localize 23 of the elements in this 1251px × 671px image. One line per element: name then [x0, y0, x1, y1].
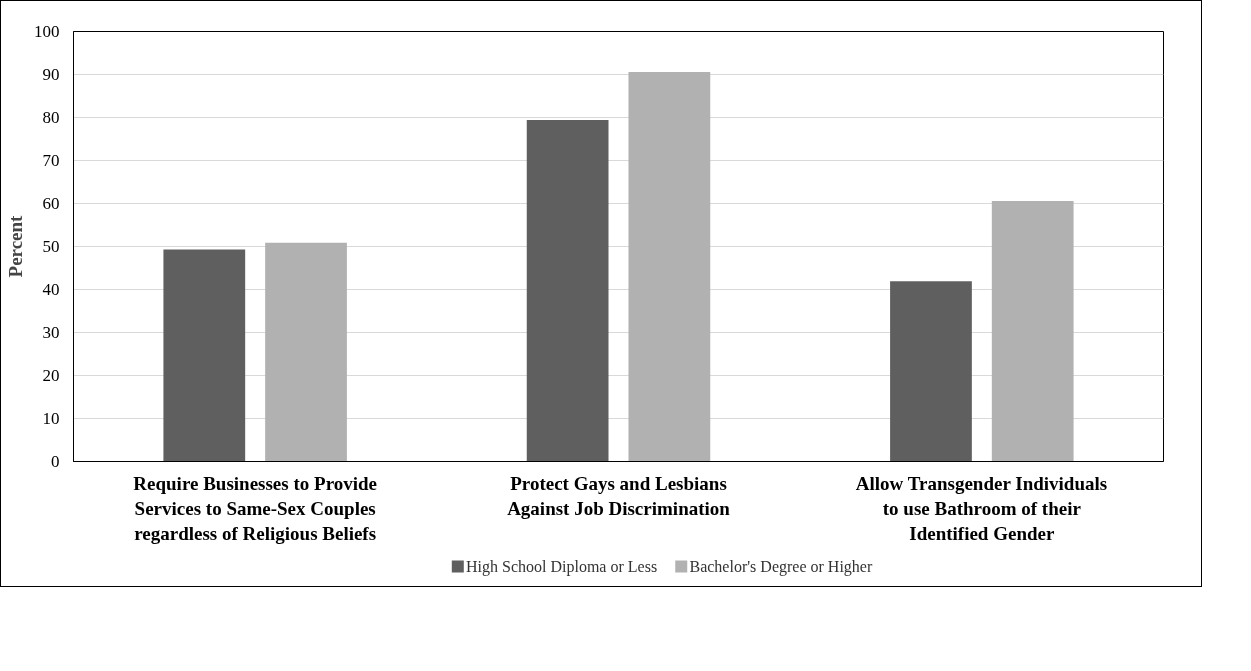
- y-tick-label: 50: [42, 237, 60, 256]
- bar: [890, 281, 972, 462]
- legend-label: High School Diploma or Less: [466, 558, 658, 576]
- y-tick-label: 20: [42, 366, 60, 385]
- x-tick-label: Allow Transgender Individuals to use Bathroom of their Identified Gender: [855, 472, 1108, 544]
- bar: [628, 71, 711, 462]
- y-tick-label: 60: [42, 194, 60, 213]
- y-tick-label: 30: [42, 323, 60, 342]
- y-axis-title: Percent: [5, 214, 26, 278]
- y-tick-label: 0: [51, 452, 60, 471]
- legend-label: Bachelor's Degree or Higher: [689, 558, 873, 576]
- bar: [163, 249, 246, 462]
- y-tick-label: 70: [42, 151, 60, 170]
- y-tick-label: 40: [42, 280, 60, 299]
- x-tick-label: Protect Gays and Lesbians Against Job Discrimination: [507, 472, 731, 519]
- bar: [991, 200, 1074, 462]
- y-tick-label: 10: [42, 409, 60, 428]
- bar: [526, 120, 609, 462]
- bar: [265, 242, 347, 462]
- x-tick-label: Require Businesses to Provide Services to Same-Sex Couples regardless of Religious Beliefs: [133, 472, 377, 544]
- y-tick-label: 90: [42, 65, 60, 84]
- y-tick-label: 100: [34, 22, 60, 41]
- y-tick-label: 80: [42, 108, 60, 127]
